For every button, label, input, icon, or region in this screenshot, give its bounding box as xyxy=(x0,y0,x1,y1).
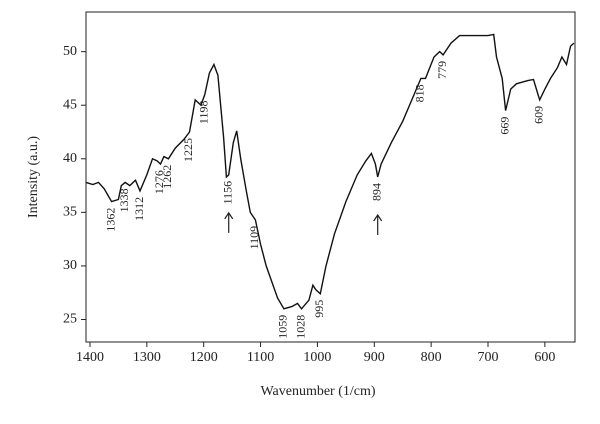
peak-label: 1276 xyxy=(152,170,166,194)
x-tick-label: 800 xyxy=(421,350,442,365)
y-axis-label: Intensity (a.u.) xyxy=(26,136,41,218)
peak-label: 1156 xyxy=(220,181,234,205)
peak-label: 1338 xyxy=(117,188,131,212)
x-tick-label: 1300 xyxy=(133,350,161,365)
spectrum-line xyxy=(85,33,575,310)
peak-label: 779 xyxy=(435,61,449,79)
peak-label: 1312 xyxy=(132,197,146,221)
peak-arrow xyxy=(224,211,234,233)
x-tick-label: 1200 xyxy=(190,350,218,365)
y-tick-label: 40 xyxy=(63,151,77,166)
y-tick-label: 25 xyxy=(63,312,77,327)
peak-label: 1262 xyxy=(160,165,174,189)
peak-label: 894 xyxy=(369,183,383,201)
peak-label: 1225 xyxy=(181,138,195,162)
plot-frame xyxy=(85,11,576,343)
peak-label: 669 xyxy=(497,117,511,135)
x-tick-label: 1100 xyxy=(247,350,274,365)
peak-label: 1362 xyxy=(103,208,117,232)
y-tick-label: 30 xyxy=(63,258,77,273)
peak-label: 609 xyxy=(531,106,545,124)
x-tick-label: 900 xyxy=(364,350,385,365)
y-tick-label: 35 xyxy=(63,205,77,220)
y-tick-label: 50 xyxy=(63,44,77,59)
x-axis-label: Wavenumber (1/cm) xyxy=(260,384,375,399)
x-tick-label: 700 xyxy=(478,350,499,365)
y-tick-label: 45 xyxy=(63,97,77,112)
peak-label: 1109 xyxy=(247,226,261,250)
peak-label: 818 xyxy=(413,84,427,102)
peak-label: 1198 xyxy=(197,101,211,125)
peak-label: 1028 xyxy=(293,315,307,339)
peak-arrow xyxy=(373,213,383,235)
x-tick-label: 1400 xyxy=(76,350,104,365)
peak-label: 1059 xyxy=(276,315,290,339)
peak-label: 995 xyxy=(312,300,326,318)
x-tick-label: 1000 xyxy=(303,350,331,365)
x-tick-label: 600 xyxy=(534,350,555,365)
